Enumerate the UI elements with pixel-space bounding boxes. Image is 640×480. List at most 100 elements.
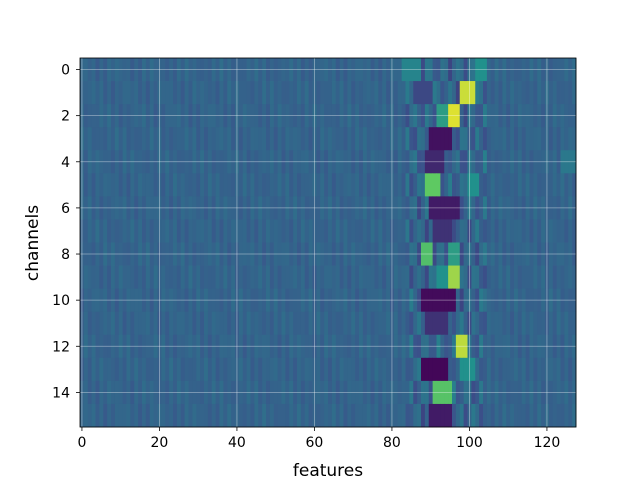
heatmap-cell [390,81,395,105]
heatmap-cell [103,150,108,174]
heatmap-cell [366,357,372,382]
heatmap-cell [231,334,236,359]
heatmap-cell [514,104,519,128]
heatmap-cell [335,334,341,359]
heatmap-cell [223,127,228,151]
heatmap-cell [386,173,391,197]
heatmap-cell [161,242,166,266]
heatmap-cell [355,288,360,313]
heatmap-cell [510,288,515,313]
heatmap-cell [432,81,437,105]
heatmap-cell [502,242,507,266]
heatmap-cell [421,380,426,405]
heatmap-cell [440,403,445,428]
heatmap-cell [219,311,224,336]
heatmap-cell [134,104,139,128]
heatmap-cell [281,58,286,82]
heatmap-cell [405,265,410,290]
heatmap-cell [273,127,279,151]
heatmap-cell [386,242,391,266]
heatmap-cell [467,242,472,266]
heatmap-cell [173,127,178,151]
heatmap-cell [390,150,395,174]
heatmap-cell [343,81,348,105]
heatmap-cell [242,403,248,428]
heatmap-cell [455,288,461,313]
heatmap-cell [517,403,523,428]
heatmap-cell [421,357,426,382]
y-tick-label: 0 [61,63,70,79]
heatmap-cell [463,173,468,197]
heatmap-cell [432,173,437,197]
heatmap-cell [107,127,112,151]
heatmap-cell [421,196,426,220]
heatmap-cell [355,242,360,266]
heatmap-cell [525,334,530,359]
heatmap-cell [266,311,271,336]
heatmap-cell [471,242,476,266]
heatmap-cell [339,334,344,359]
heatmap-cell [219,242,224,266]
heatmap-cell [107,150,112,174]
heatmap-cell [514,311,519,336]
heatmap-cell [107,334,112,359]
heatmap-cell [207,81,213,105]
heatmap-cell [436,311,441,336]
heatmap-cell [347,380,352,405]
heatmap-cell [452,173,457,197]
heatmap-cell [510,58,515,82]
heatmap-cell [266,196,271,220]
heatmap-cell [289,127,294,151]
heatmap-cell [304,334,310,359]
heatmap-cell [359,357,364,382]
heatmap-cell [409,81,414,105]
heatmap-cell [335,288,341,313]
heatmap-cell [490,403,496,428]
heatmap-cell [545,357,550,382]
heatmap-cell [390,196,395,220]
heatmap-cell [126,242,131,266]
heatmap-cell [347,219,352,243]
heatmap-cell [525,127,530,151]
heatmap-cell [444,380,449,405]
heatmap-cell [80,127,85,151]
heatmap-cell [498,58,503,82]
heatmap-cell [541,104,546,128]
heatmap-cell [235,81,240,105]
heatmap-cell [517,311,523,336]
heatmap-cell [393,127,399,151]
heatmap-cell [235,403,240,428]
heatmap-cell [537,242,542,266]
heatmap-cell [393,196,399,220]
heatmap-cell [564,150,569,174]
heatmap-cell [339,127,344,151]
heatmap-cell [266,81,271,105]
heatmap-cell [382,265,387,290]
heatmap-cell [200,288,205,313]
heatmap-cell [393,380,399,405]
heatmap-cell [401,104,406,128]
heatmap-cell [490,242,496,266]
heatmap-cell [289,334,294,359]
heatmap-cell [440,104,445,128]
heatmap-cell [463,380,468,405]
heatmap-cell [258,127,263,151]
heatmap-cell [517,196,523,220]
heatmap-cell [514,196,519,220]
heatmap-cell [517,150,523,174]
heatmap-cell [490,311,496,336]
heatmap-cell [219,219,224,243]
heatmap-cell [273,265,279,290]
heatmap-cell [440,219,445,243]
heatmap-cell [413,311,418,336]
heatmap-cell [510,127,515,151]
heatmap-cell [428,403,434,428]
heatmap-cell [161,150,166,174]
heatmap-cell [289,81,294,105]
heatmap-cell [490,219,496,243]
heatmap-cell [95,380,100,405]
heatmap-cell [475,150,480,174]
heatmap-cell [506,265,511,290]
heatmap-cell [196,311,201,336]
heatmap-cell [339,242,344,266]
